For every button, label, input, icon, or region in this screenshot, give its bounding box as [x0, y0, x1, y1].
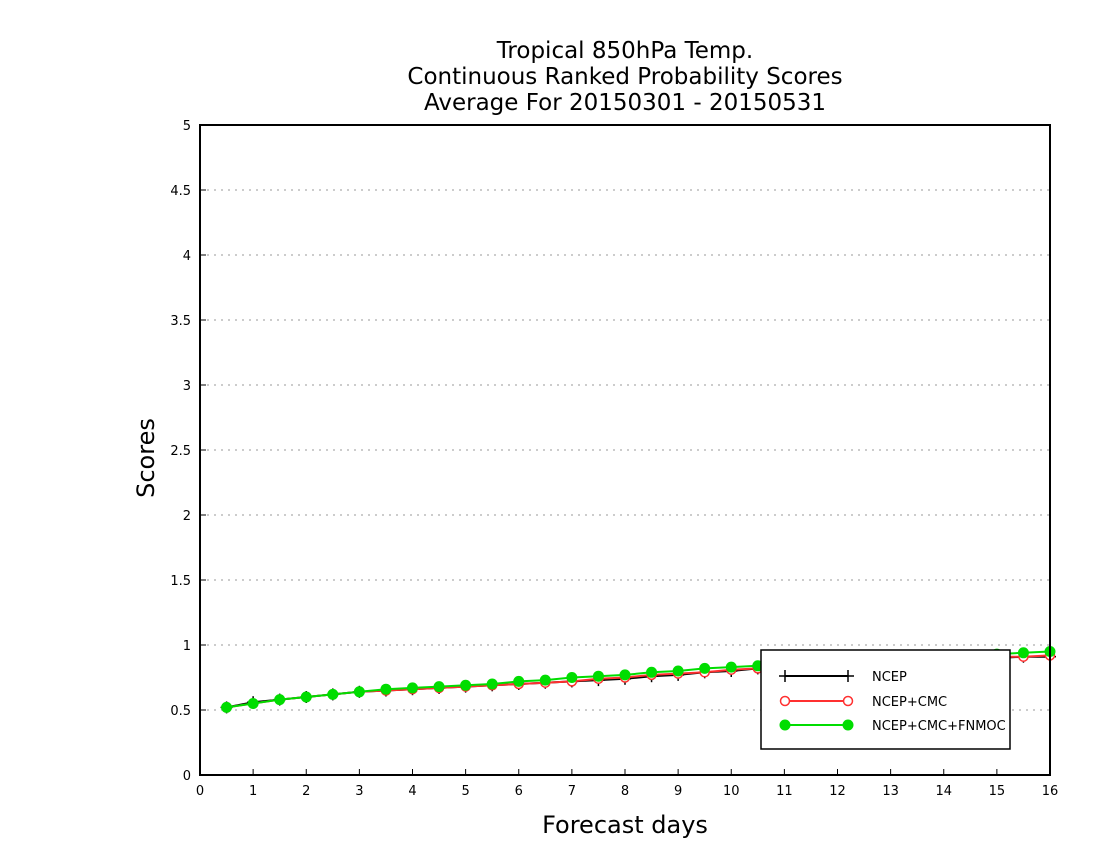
- data-point: [566, 672, 578, 683]
- data-point: [486, 678, 498, 690]
- y-tick-label: 0: [183, 769, 191, 784]
- legend-marker: [842, 695, 854, 707]
- data-point: [221, 701, 233, 713]
- data-point: [353, 686, 365, 698]
- x-tick-label: 15: [989, 784, 1006, 799]
- data-point: [619, 669, 631, 681]
- y-tick-label: 2.5: [170, 444, 191, 459]
- data-point: [646, 666, 658, 678]
- data-point: [460, 679, 472, 691]
- x-tick-label: 14: [935, 784, 952, 799]
- y-tick-label: 3: [183, 379, 191, 394]
- chart-title: Tropical 850hPa Temp.Continuous Ranked P…: [407, 38, 842, 116]
- data-point: [725, 661, 737, 673]
- y-axis-label: Scores: [132, 418, 160, 498]
- data-point: [247, 698, 259, 709]
- y-tick-label: 3.5: [170, 314, 191, 329]
- x-tick-label: 1: [249, 784, 257, 799]
- x-tick-label: 13: [882, 784, 899, 799]
- y-tick-label: 0.5: [170, 704, 191, 719]
- x-tick-label: 11: [776, 784, 793, 799]
- y-tick-label: 2: [183, 509, 191, 524]
- legend-marker: [779, 670, 791, 682]
- y-tick-label: 1: [183, 639, 191, 654]
- x-axis-label: Forecast days: [542, 811, 708, 839]
- legend-label: NCEP+CMC+FNMOC: [872, 719, 1006, 734]
- title-line: Average For 20150301 - 20150531: [424, 90, 826, 116]
- data-point: [274, 694, 286, 706]
- x-tick-label: 16: [1042, 784, 1059, 799]
- legend-label: NCEP+CMC: [872, 695, 947, 710]
- x-tick-label: 9: [674, 784, 682, 799]
- title-line: Continuous Ranked Probability Scores: [407, 64, 842, 90]
- data-point: [539, 674, 551, 686]
- legend: NCEP NCEP+CMC NCEP+CMC+FNMOC: [760, 649, 1011, 750]
- y-tick-label: 4.5: [170, 184, 191, 199]
- data-point: [699, 662, 711, 674]
- x-tick-label: 12: [829, 784, 846, 799]
- x-tick-label: 10: [723, 784, 740, 799]
- title-line: Tropical 850hPa Temp.: [496, 38, 753, 64]
- legend-marker: [779, 695, 791, 707]
- x-tick-label: 7: [568, 784, 576, 799]
- y-tick-label: 1.5: [170, 574, 191, 589]
- axis-ticks: 0 1 2 3 4 5 6 7 8 9 10 11 12 13 14 15 1600.511.522.533.5…: [170, 119, 1058, 799]
- data-point: [592, 670, 604, 682]
- x-tick-label: 3: [355, 784, 363, 799]
- data-point: [380, 683, 392, 695]
- legend-box: [760, 649, 1011, 750]
- grid: [200, 189, 1050, 711]
- x-tick-label: 0: [196, 784, 204, 799]
- y-tick-label: 5: [183, 119, 191, 134]
- data-point: [433, 681, 445, 693]
- y-tick-label: 4: [183, 249, 191, 264]
- data-point: [407, 682, 418, 694]
- legend-marker: [842, 719, 854, 731]
- data-point: [327, 688, 339, 700]
- x-tick-label: 5: [461, 784, 469, 799]
- legend-label: NCEP: [872, 670, 907, 685]
- data-point: [672, 665, 684, 677]
- legend-marker: [842, 670, 854, 682]
- data-point: [1017, 647, 1029, 659]
- legend-marker: [779, 719, 791, 731]
- data-point: [300, 691, 312, 703]
- x-tick-label: 2: [302, 784, 310, 799]
- x-tick-label: 8: [621, 784, 629, 799]
- data-point: [513, 675, 525, 687]
- x-tick-label: 6: [515, 784, 523, 799]
- x-tick-label: 4: [408, 784, 416, 799]
